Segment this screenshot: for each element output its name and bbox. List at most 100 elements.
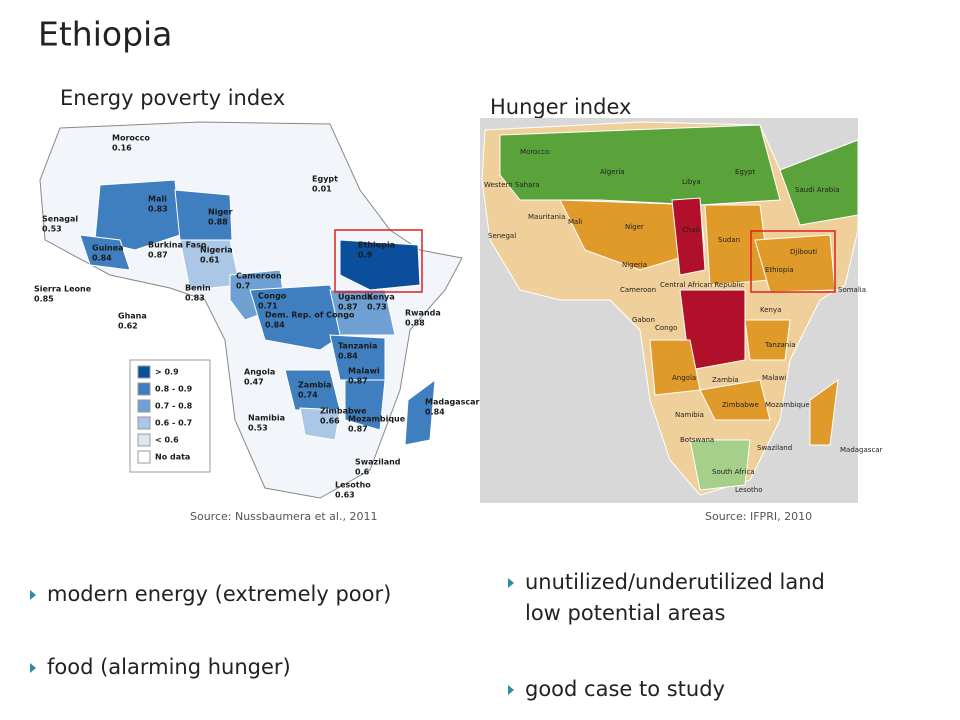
country-label: Somalia (838, 286, 866, 294)
country-value: 0.87 (348, 425, 368, 434)
country-label: Sudan (718, 236, 740, 244)
country-label: Djibouti (790, 248, 817, 256)
country-label: Burkina Faso (148, 241, 207, 250)
country-label: Zambia (712, 376, 739, 384)
country-value: 0.73 (367, 303, 387, 312)
country-label: Angola (672, 374, 696, 382)
country-label: Zimbabwe (722, 401, 759, 409)
legend-label: > 0.9 (155, 368, 179, 377)
country-value: 0.62 (118, 322, 138, 331)
country-value: 0.53 (248, 424, 268, 433)
country-value: 0.74 (298, 391, 318, 400)
country-value: 0.84 (265, 321, 285, 330)
country-value: 0.84 (92, 254, 112, 263)
slide-title: Ethiopia (38, 15, 172, 54)
country-label: Mauritania (528, 213, 565, 221)
country-label: Sierra Leone (34, 285, 92, 294)
legend-label: 0.6 - 0.7 (155, 419, 192, 428)
legend-label: < 0.6 (155, 436, 179, 445)
map-legend: > 0.9 0.8 - 0.9 0.7 - 0.8 0.6 - 0.7 < 0.6 No … (129, 359, 211, 473)
country-value: 0.7 (236, 282, 250, 291)
country-label: Ghana (118, 312, 147, 321)
country-value: 0.9 (358, 251, 373, 260)
bullet-marker (30, 663, 36, 673)
legend-swatch (137, 450, 151, 464)
bullets-right: unutilized/underutilized land low potenti… (508, 570, 825, 701)
country-label: Kenya (367, 293, 395, 302)
country-label: Senagal (42, 215, 78, 224)
country-label: Zimbabwe (320, 407, 367, 416)
source: Source: IFPRI, 2010 (705, 510, 812, 523)
country-value: 0.16 (112, 144, 132, 153)
bullet-line: low potential areas (525, 601, 725, 625)
country-label: Lesotho (735, 486, 762, 494)
energy-map (30, 118, 463, 500)
map-heading: Energy poverty index (60, 86, 285, 110)
country-label: Saudi Arabia (795, 186, 839, 194)
country-label: Niger (625, 223, 644, 231)
legend-label: 0.8 - 0.9 (155, 385, 193, 394)
country-value: 0.83 (185, 294, 205, 303)
country-value: 0.63 (335, 491, 355, 500)
country-label: Libya (682, 178, 701, 186)
country-label: Morocco (112, 134, 150, 143)
country-label: Niger (208, 208, 233, 217)
bullet-marker (30, 590, 36, 600)
country-label: Lesotho (335, 481, 371, 490)
country-value: 0.6 (355, 468, 370, 477)
bullet-marker (508, 685, 514, 695)
country-label: Nigeria (200, 246, 233, 255)
country-label: Mozambique (765, 401, 810, 409)
source: Source: Nussbaumera et al., 2011 (190, 510, 377, 523)
country-label: Namibia (248, 414, 285, 423)
country-label: Central African Republic (660, 281, 744, 289)
bullets-left: modern energy (extremely poor) food (alar… (30, 582, 391, 679)
country-label: Tanzania (338, 342, 377, 351)
country-label: Rwanda (405, 309, 441, 318)
country-label: Western Sahara (484, 181, 540, 189)
country-value: 0.85 (34, 295, 54, 304)
country-label: Cameroon (620, 286, 656, 294)
country-label: Cameroon (236, 272, 282, 281)
country-value: 0.87 (348, 377, 368, 386)
bullet-text: modern energy (extremely poor) (47, 582, 391, 606)
country-label: Egypt (312, 175, 338, 184)
bullet-text: good case to study (525, 677, 725, 701)
hunger-map (480, 118, 859, 503)
country-label: Benin (185, 284, 211, 293)
legend-swatch (137, 416, 151, 430)
country-value: 0.01 (312, 185, 332, 194)
country-label: Botswana (680, 436, 714, 444)
bullet-text: unutilized/underutilized land low potenti… (525, 570, 825, 625)
country-label: Angola (244, 368, 275, 377)
bullet-text: food (alarming hunger) (47, 655, 291, 679)
country-label: Zambia (298, 381, 331, 390)
country-value: 0.87 (338, 303, 358, 312)
country-value: 0.47 (244, 378, 264, 387)
country-label: Dem. Rep. of Congo (265, 311, 355, 320)
legend-label: 0.7 - 0.8 (155, 402, 193, 411)
country-value: 0.53 (42, 225, 62, 234)
country-label: Ethiopia (358, 241, 395, 250)
country-value: 0.88 (405, 319, 425, 328)
country-value: 0.87 (148, 251, 168, 260)
country-label: Gabon (632, 316, 655, 324)
country-label: Mali (568, 218, 582, 226)
country-label: Namibia (675, 411, 704, 419)
country-label: Madagascar (840, 446, 883, 454)
bullet-line: unutilized/underutilized land (525, 570, 825, 594)
country-label: Guinea (92, 244, 124, 253)
country-label: Malawi (762, 374, 786, 382)
country-label: Swaziland (355, 458, 401, 467)
country-label: Senegal (488, 232, 516, 240)
legend-swatch (137, 365, 151, 379)
country-label: Congo (258, 292, 287, 301)
country-label: Chad (682, 226, 700, 234)
country-value: 0.88 (208, 218, 228, 227)
country-label: Morocco (520, 148, 549, 156)
country-value: 0.83 (148, 205, 168, 214)
map-heading: Hunger index (490, 95, 631, 119)
country-label: Uganda (338, 293, 372, 302)
country-label: Malawi (348, 367, 380, 376)
country-label: Madagascar (425, 398, 480, 407)
